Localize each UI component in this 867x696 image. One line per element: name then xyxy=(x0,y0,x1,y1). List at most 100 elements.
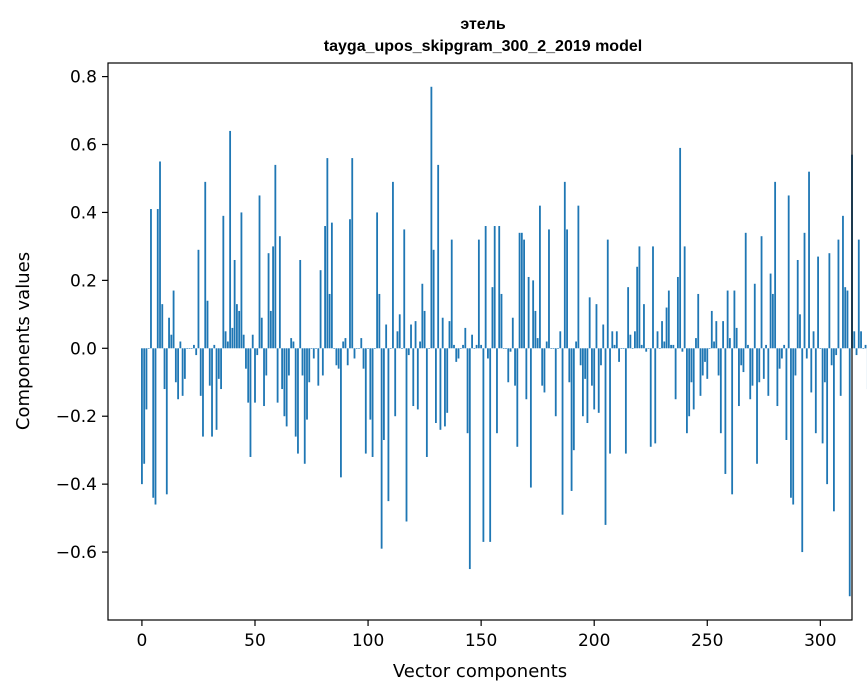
bar xyxy=(606,239,609,349)
bar xyxy=(344,338,347,349)
bar xyxy=(405,348,408,522)
bar xyxy=(792,348,795,505)
chart-title-line2: tayga_upos_skipgram_300_2_2019 model xyxy=(324,38,642,55)
bar xyxy=(274,164,277,349)
bar xyxy=(681,348,684,352)
bar xyxy=(710,310,713,349)
y-tick-label: −0.6 xyxy=(56,543,97,563)
bar xyxy=(572,348,575,451)
bar xyxy=(609,348,611,454)
bar xyxy=(647,348,650,349)
bar xyxy=(258,195,261,349)
bar xyxy=(692,348,695,410)
bar xyxy=(735,327,738,349)
bar xyxy=(208,348,211,386)
bar xyxy=(649,348,652,447)
bar xyxy=(371,348,374,457)
bar xyxy=(550,348,553,349)
bar xyxy=(376,212,379,349)
bar xyxy=(767,348,770,396)
bar xyxy=(624,348,627,454)
bar xyxy=(760,236,763,349)
bar xyxy=(453,344,455,349)
bar xyxy=(367,348,369,349)
bar xyxy=(554,348,557,417)
y-tick-label: 0.6 xyxy=(70,136,97,156)
bar xyxy=(728,338,731,349)
bar xyxy=(290,338,293,349)
bar xyxy=(566,229,568,349)
bar xyxy=(627,287,630,349)
bar xyxy=(529,348,532,488)
bar xyxy=(636,266,639,349)
y-tick-label: −0.4 xyxy=(56,475,97,495)
bar xyxy=(236,304,238,349)
bar xyxy=(193,344,195,349)
bar xyxy=(430,86,433,349)
bar xyxy=(380,348,383,549)
bar xyxy=(787,195,790,349)
bar xyxy=(480,344,483,349)
bar xyxy=(520,232,523,349)
bar xyxy=(301,348,304,376)
bar xyxy=(306,348,308,420)
bar xyxy=(701,348,704,376)
bar xyxy=(837,239,840,349)
bar xyxy=(516,348,519,447)
bar xyxy=(251,334,254,349)
bar xyxy=(771,293,774,349)
bar xyxy=(749,348,752,400)
bar xyxy=(340,348,342,478)
bar xyxy=(394,348,397,417)
bar xyxy=(552,348,555,349)
bar xyxy=(674,348,677,400)
bar xyxy=(631,348,634,349)
bar xyxy=(342,341,345,349)
bar xyxy=(563,181,566,349)
bar xyxy=(740,348,743,366)
bar xyxy=(814,348,817,434)
bar xyxy=(783,344,786,349)
bar xyxy=(141,348,143,485)
bar xyxy=(584,348,587,379)
bar xyxy=(190,348,193,349)
bar xyxy=(292,341,295,349)
bar xyxy=(844,287,847,349)
bar xyxy=(769,273,772,349)
bar xyxy=(396,331,399,349)
bar xyxy=(326,158,329,349)
bar xyxy=(591,348,593,386)
bar xyxy=(615,331,618,349)
bar xyxy=(455,348,458,362)
bar xyxy=(634,331,636,349)
bar xyxy=(833,348,835,512)
bar xyxy=(511,317,514,349)
bar xyxy=(324,226,326,349)
bar xyxy=(645,348,648,352)
bar xyxy=(860,331,862,349)
bar xyxy=(215,348,218,430)
bar xyxy=(321,348,324,376)
bar xyxy=(776,348,779,407)
bar xyxy=(756,348,758,464)
bar xyxy=(600,348,602,366)
bar xyxy=(197,249,200,349)
bar xyxy=(468,348,471,570)
bar xyxy=(525,348,528,400)
bar xyxy=(276,348,279,403)
bar xyxy=(821,348,824,444)
bar xyxy=(163,348,166,390)
bar xyxy=(437,164,440,349)
x-tick-label: 200 xyxy=(578,631,610,651)
bar xyxy=(143,348,146,464)
bar xyxy=(817,256,819,349)
bar xyxy=(349,219,351,349)
bar xyxy=(507,348,510,383)
bar xyxy=(652,246,654,349)
bar xyxy=(577,205,580,349)
bar xyxy=(421,283,424,349)
bar xyxy=(613,344,616,349)
bar xyxy=(170,334,173,349)
chart-title-line1: этель xyxy=(460,16,506,33)
y-tick-label: −0.2 xyxy=(56,407,97,427)
